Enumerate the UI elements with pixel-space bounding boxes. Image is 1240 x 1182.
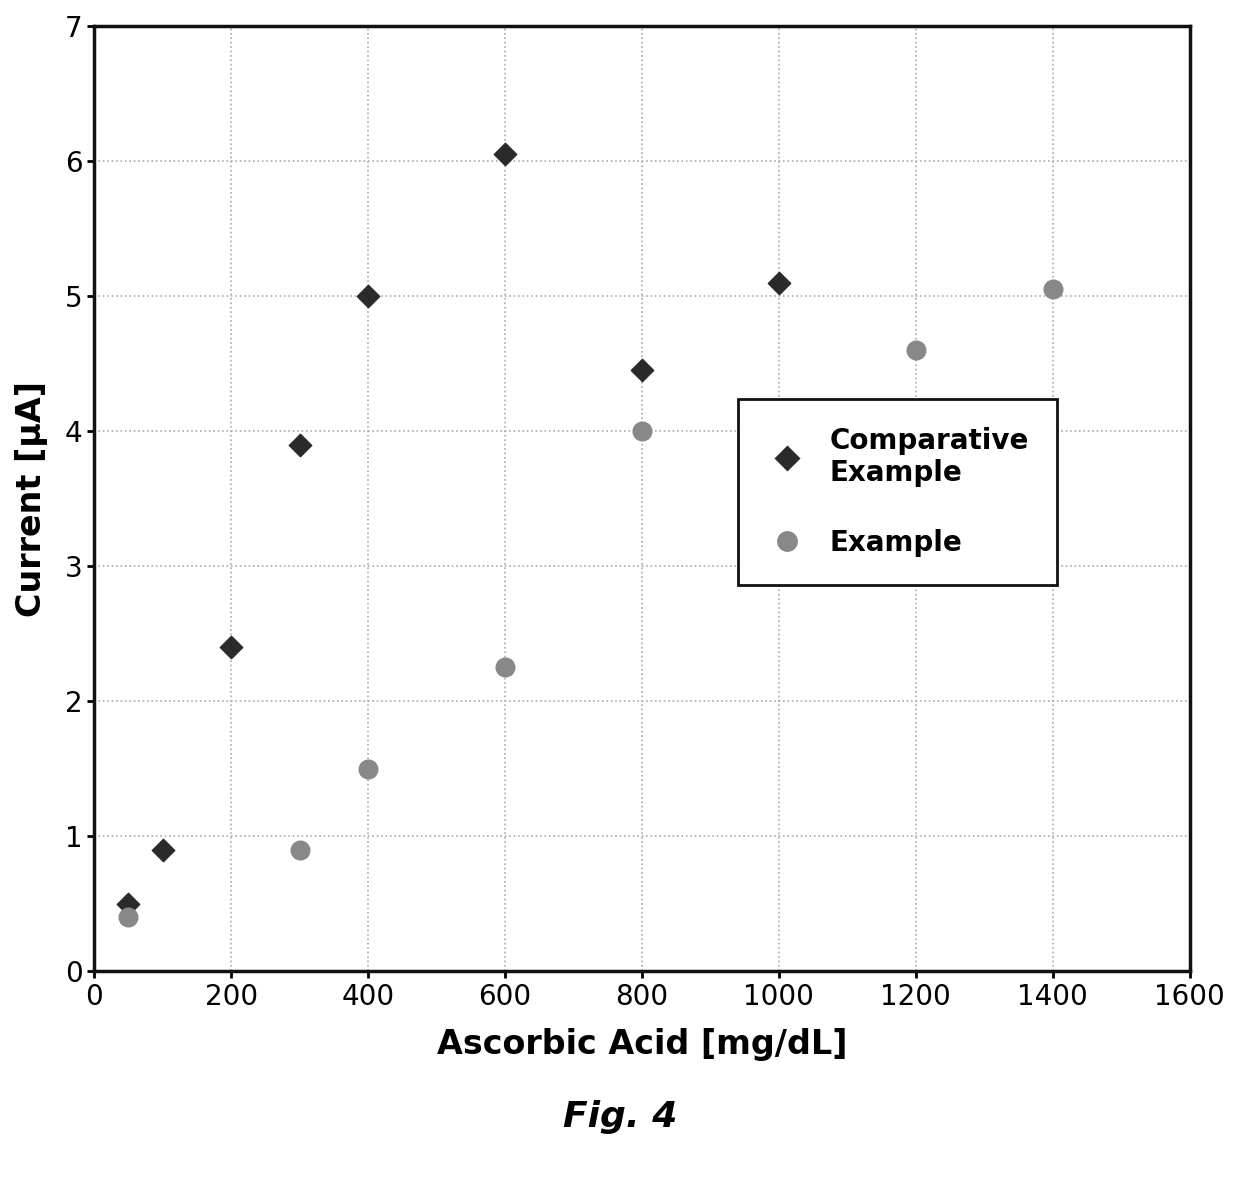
Point — [906, 340, 926, 359]
Point — [290, 435, 310, 454]
Point — [358, 759, 378, 778]
Point — [119, 894, 139, 913]
Point — [495, 658, 515, 677]
Text: Fig. 4: Fig. 4 — [563, 1100, 677, 1134]
Point — [290, 840, 310, 859]
Point — [495, 145, 515, 164]
X-axis label: Ascorbic Acid [mg/dL]: Ascorbic Acid [mg/dL] — [436, 1027, 847, 1060]
Point — [153, 840, 172, 859]
Point — [358, 286, 378, 305]
Legend: Comparative
Example, Example: Comparative Example, Example — [738, 400, 1056, 585]
Point — [632, 422, 652, 441]
Point — [632, 361, 652, 379]
Y-axis label: Current [μA]: Current [μA] — [15, 381, 48, 617]
Point — [221, 637, 241, 656]
Point — [769, 273, 789, 292]
Point — [1043, 280, 1063, 299]
Point — [119, 908, 139, 927]
